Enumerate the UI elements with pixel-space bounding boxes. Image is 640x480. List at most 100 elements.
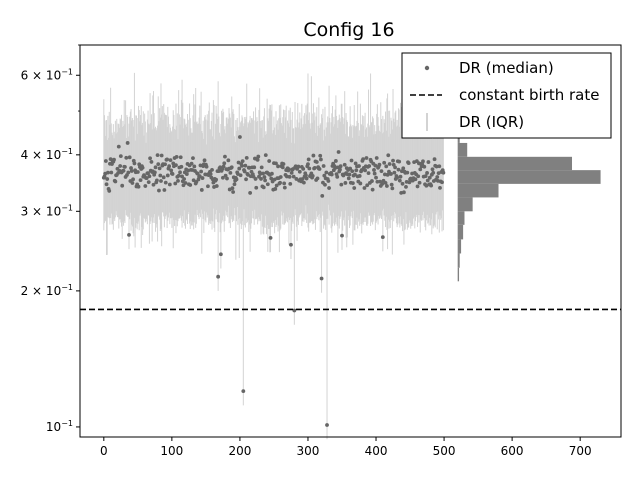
- median-point: [348, 166, 353, 171]
- histogram-bar: [457, 211, 465, 225]
- median-point: [259, 177, 263, 181]
- y-tick-label: 4 × 10−1: [21, 147, 73, 162]
- median-point: [416, 174, 421, 179]
- median-point: [268, 235, 273, 240]
- median-point: [372, 171, 377, 176]
- median-point: [380, 182, 385, 186]
- median-point: [242, 169, 247, 174]
- median-point: [163, 162, 167, 167]
- median-point: [280, 165, 285, 170]
- median-point: [372, 168, 376, 172]
- median-point: [231, 190, 236, 194]
- median-point: [335, 174, 340, 179]
- median-point: [105, 177, 110, 181]
- median-point: [315, 176, 320, 181]
- median-point: [146, 171, 150, 176]
- median-point: [415, 184, 420, 189]
- x-tick-label: 500: [433, 444, 456, 458]
- median-point: [136, 184, 141, 189]
- median-point: [179, 164, 184, 169]
- median-point: [425, 178, 430, 183]
- median-point: [437, 164, 442, 169]
- median-point: [113, 179, 118, 184]
- median-point: [159, 153, 164, 158]
- median-point: [223, 173, 228, 178]
- median-point: [350, 181, 355, 186]
- median-point: [306, 157, 311, 162]
- median-point: [274, 161, 278, 166]
- median-point: [165, 173, 170, 178]
- median-point: [199, 169, 204, 174]
- median-point: [112, 157, 116, 162]
- x-tick-label: 0: [100, 444, 108, 458]
- median-point: [440, 180, 444, 185]
- median-point: [214, 184, 219, 188]
- median-point: [135, 170, 140, 174]
- median-point: [147, 174, 152, 179]
- median-point: [326, 179, 331, 183]
- median-point: [152, 170, 157, 175]
- median-point: [223, 154, 227, 159]
- median-point: [288, 181, 293, 186]
- histogram-bar: [457, 142, 468, 157]
- median-point: [282, 181, 287, 186]
- median-point: [292, 308, 297, 313]
- median-point: [189, 161, 194, 166]
- median-point: [127, 233, 131, 237]
- median-point: [232, 182, 237, 187]
- y-tick-label: 10−1: [46, 419, 73, 434]
- median-point: [261, 171, 265, 176]
- median-point: [138, 178, 143, 183]
- median-point: [438, 185, 442, 190]
- median-point: [261, 185, 266, 190]
- median-point: [120, 183, 125, 188]
- histogram-bar: [457, 267, 460, 282]
- median-point: [402, 190, 406, 195]
- median-point: [312, 166, 317, 170]
- median-point: [319, 276, 324, 281]
- median-point: [304, 176, 309, 181]
- median-point: [398, 174, 403, 179]
- median-point: [208, 172, 213, 176]
- legend-box: [401, 52, 612, 139]
- median-point: [396, 167, 401, 172]
- median-point: [357, 164, 361, 168]
- median-point: [327, 186, 331, 190]
- median-point: [421, 159, 425, 164]
- median-point: [339, 182, 344, 187]
- median-point: [274, 183, 279, 188]
- median-point: [301, 166, 306, 171]
- median-point: [131, 177, 135, 182]
- median-point: [395, 175, 400, 180]
- median-point: [254, 185, 259, 190]
- median-point: [289, 242, 293, 247]
- median-point: [406, 161, 411, 165]
- median-point: [106, 170, 110, 175]
- median-point: [221, 164, 226, 169]
- median-point: [210, 167, 214, 172]
- median-point: [191, 156, 195, 161]
- median-point: [382, 160, 387, 165]
- median-point: [109, 170, 114, 175]
- median-point: [256, 154, 261, 159]
- median-point: [287, 174, 292, 179]
- x-tick-label: 600: [501, 444, 524, 458]
- median-point: [307, 166, 312, 171]
- median-point: [230, 186, 235, 191]
- median-point: [126, 170, 131, 175]
- median-point: [427, 175, 432, 180]
- median-point: [422, 164, 427, 169]
- median-point: [318, 153, 323, 158]
- median-point: [336, 150, 341, 154]
- median-point: [370, 187, 375, 192]
- median-point: [349, 158, 354, 163]
- median-point: [225, 176, 229, 181]
- median-point: [118, 154, 123, 159]
- median-point: [183, 181, 188, 185]
- median-point: [248, 191, 253, 195]
- median-point: [358, 181, 363, 186]
- plot-frame: [79, 44, 622, 438]
- median-point: [118, 164, 123, 168]
- median-point: [129, 169, 134, 173]
